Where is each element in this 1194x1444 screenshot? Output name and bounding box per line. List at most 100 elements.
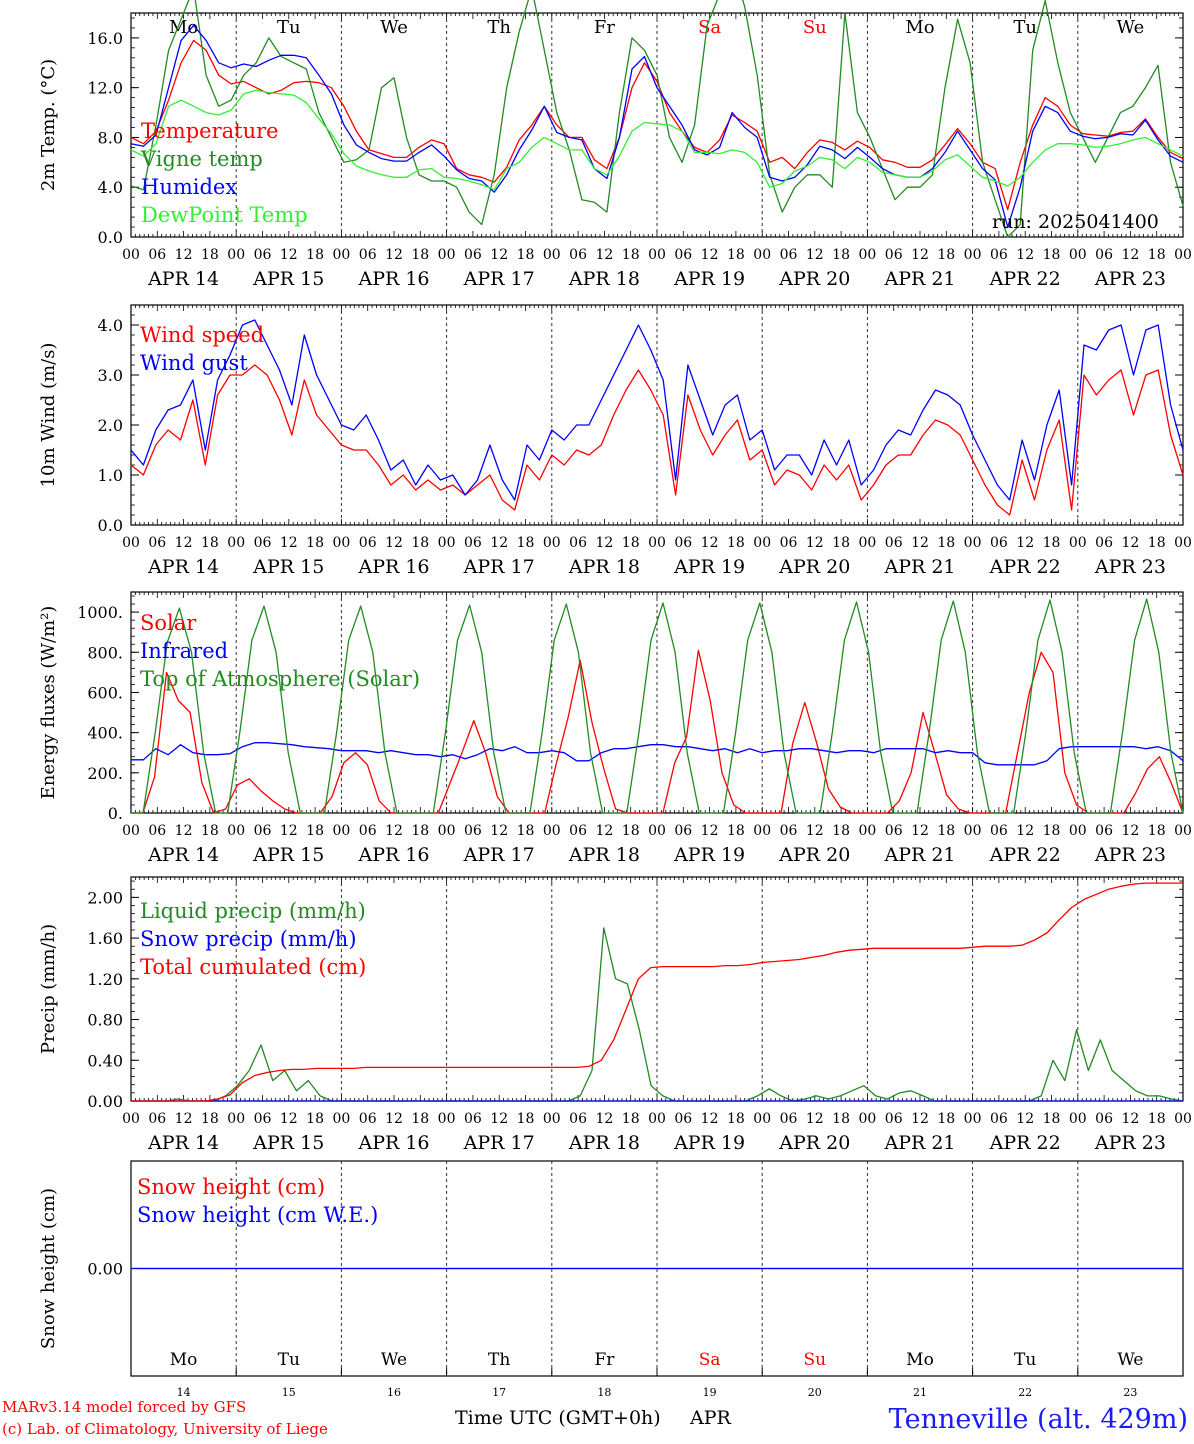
x-day-number: 20	[808, 1386, 822, 1399]
x-weekday-label: Su	[803, 1350, 826, 1370]
x-hour-label: 00	[1069, 1111, 1087, 1127]
y-tick-label: 2.0	[98, 416, 123, 435]
x-hour-label: 12	[911, 247, 929, 263]
x-hour-label: 18	[1148, 247, 1166, 263]
x-weekday-label: Mo	[170, 1350, 198, 1370]
x-hour-label: 12	[385, 247, 403, 263]
x-day-label: APR 15	[252, 844, 324, 866]
x-day-label: APR 15	[252, 556, 324, 578]
x-hour-label: 18	[622, 535, 640, 551]
x-hour-label: 12	[1121, 247, 1139, 263]
x-hour-label: 06	[674, 535, 692, 551]
y-tick-label: 0.80	[87, 1011, 123, 1030]
x-hour-label: 12	[175, 247, 193, 263]
x-hour-label: 00	[753, 1111, 771, 1127]
x-hour-label: 06	[359, 1111, 377, 1127]
x-day-label: APR 21	[883, 1132, 955, 1154]
x-hour-label: 00	[648, 247, 666, 263]
x-hour-label: 12	[385, 535, 403, 551]
x-day-label: APR 15	[252, 268, 324, 290]
x-hour-label: 00	[332, 1111, 350, 1127]
x-hour-label: 18	[411, 247, 429, 263]
x-hour-label: 06	[885, 247, 903, 263]
x-hour-label: 00	[648, 535, 666, 551]
x-day-label: APR 14	[147, 556, 219, 578]
x-weekday-label: Tu	[1014, 1350, 1036, 1370]
x-weekday-label: Fr	[594, 1350, 615, 1370]
x-hour-label: 06	[148, 823, 166, 839]
x-hour-label: 06	[885, 823, 903, 839]
y-tick-label: 4.0	[98, 178, 123, 197]
series-line	[130, 39, 1184, 211]
x-hour-label: 00	[332, 247, 350, 263]
x-day-label: APR 17	[463, 1132, 535, 1154]
x-hour-label: 00	[438, 823, 456, 839]
y-tick-label: 12.0	[87, 79, 123, 98]
lab-credit: (c) Lab. of Climatology, University of L…	[2, 1420, 328, 1438]
x-hour-label: 18	[517, 535, 535, 551]
x-day-label: APR 21	[883, 844, 955, 866]
x-hour-label: 06	[464, 535, 482, 551]
x-weekday-label: Mo	[169, 17, 198, 38]
x-hour-label: 00	[964, 535, 982, 551]
x-hour-label: 06	[780, 247, 798, 263]
y-tick-label: 16.0	[87, 29, 123, 48]
x-hour-label: 06	[569, 535, 587, 551]
y-tick-label: 0.0	[98, 516, 123, 535]
x-day-number: 14	[177, 1386, 191, 1399]
y-tick-label: 800.	[87, 643, 123, 662]
x-hour-label: 12	[490, 247, 508, 263]
x-day-label: APR 16	[357, 556, 429, 578]
x-hour-label: 18	[411, 1111, 429, 1127]
x-day-label: APR 23	[1094, 268, 1166, 290]
x-day-number: 18	[597, 1386, 611, 1399]
y-tick-label: 0.0	[98, 228, 123, 247]
x-day-label: APR 19	[673, 844, 745, 866]
x-hour-label: 06	[359, 823, 377, 839]
x-weekday-label: Tu	[277, 17, 301, 38]
x-hour-label: 06	[674, 247, 692, 263]
x-hour-label: 06	[569, 823, 587, 839]
x-hour-label: 00	[332, 823, 350, 839]
x-hour-label: 06	[1095, 535, 1113, 551]
y-tick-label: 0.00	[87, 1092, 123, 1111]
x-hour-label: 18	[727, 1111, 745, 1127]
x-hour-label: 06	[148, 247, 166, 263]
y-tick-label: 0.	[108, 804, 123, 823]
x-day-label: APR 20	[778, 268, 850, 290]
x-hour-label: 00	[1174, 247, 1192, 263]
x-hour-label: 00	[858, 247, 876, 263]
y-tick-label: 8.0	[98, 128, 123, 147]
y-axis-label: Energy fluxes (W/m²)	[38, 606, 59, 800]
x-hour-label: 00	[543, 823, 561, 839]
x-hour-label: 12	[806, 535, 824, 551]
x-hour-label: 18	[201, 1111, 219, 1127]
x-day-label: APR 22	[989, 268, 1061, 290]
series-line	[131, 598, 1184, 814]
x-day-label: APR 18	[568, 1132, 640, 1154]
x-hour-label: 06	[990, 247, 1008, 263]
x-hour-label: 18	[1043, 535, 1061, 551]
x-hour-label: 12	[701, 247, 719, 263]
x-hour-label: 06	[1095, 247, 1113, 263]
x-hour-label: 00	[438, 1111, 456, 1127]
x-day-label: APR 19	[673, 1132, 745, 1154]
x-hour-label: 00	[964, 1111, 982, 1127]
legend-entry: Snow precip (mm/h)	[140, 927, 357, 951]
x-day-label: APR 22	[989, 844, 1061, 866]
x-hour-label: 00	[1069, 535, 1087, 551]
x-weekday-label: Fr	[594, 17, 615, 38]
x-hour-label: 00	[122, 535, 140, 551]
x-hour-label: 06	[990, 823, 1008, 839]
x-hour-label: 18	[937, 1111, 955, 1127]
legend-entry: Vigne temp	[140, 147, 263, 171]
x-hour-label: 12	[701, 1111, 719, 1127]
legend-entry: Snow height (cm W.E.)	[137, 1203, 378, 1227]
x-hour-label: 06	[780, 535, 798, 551]
x-hour-label: 06	[990, 1111, 1008, 1127]
x-hour-label: 00	[543, 535, 561, 551]
x-hour-label: 00	[1174, 823, 1192, 839]
x-hour-label: 06	[359, 535, 377, 551]
x-hour-label: 18	[622, 247, 640, 263]
